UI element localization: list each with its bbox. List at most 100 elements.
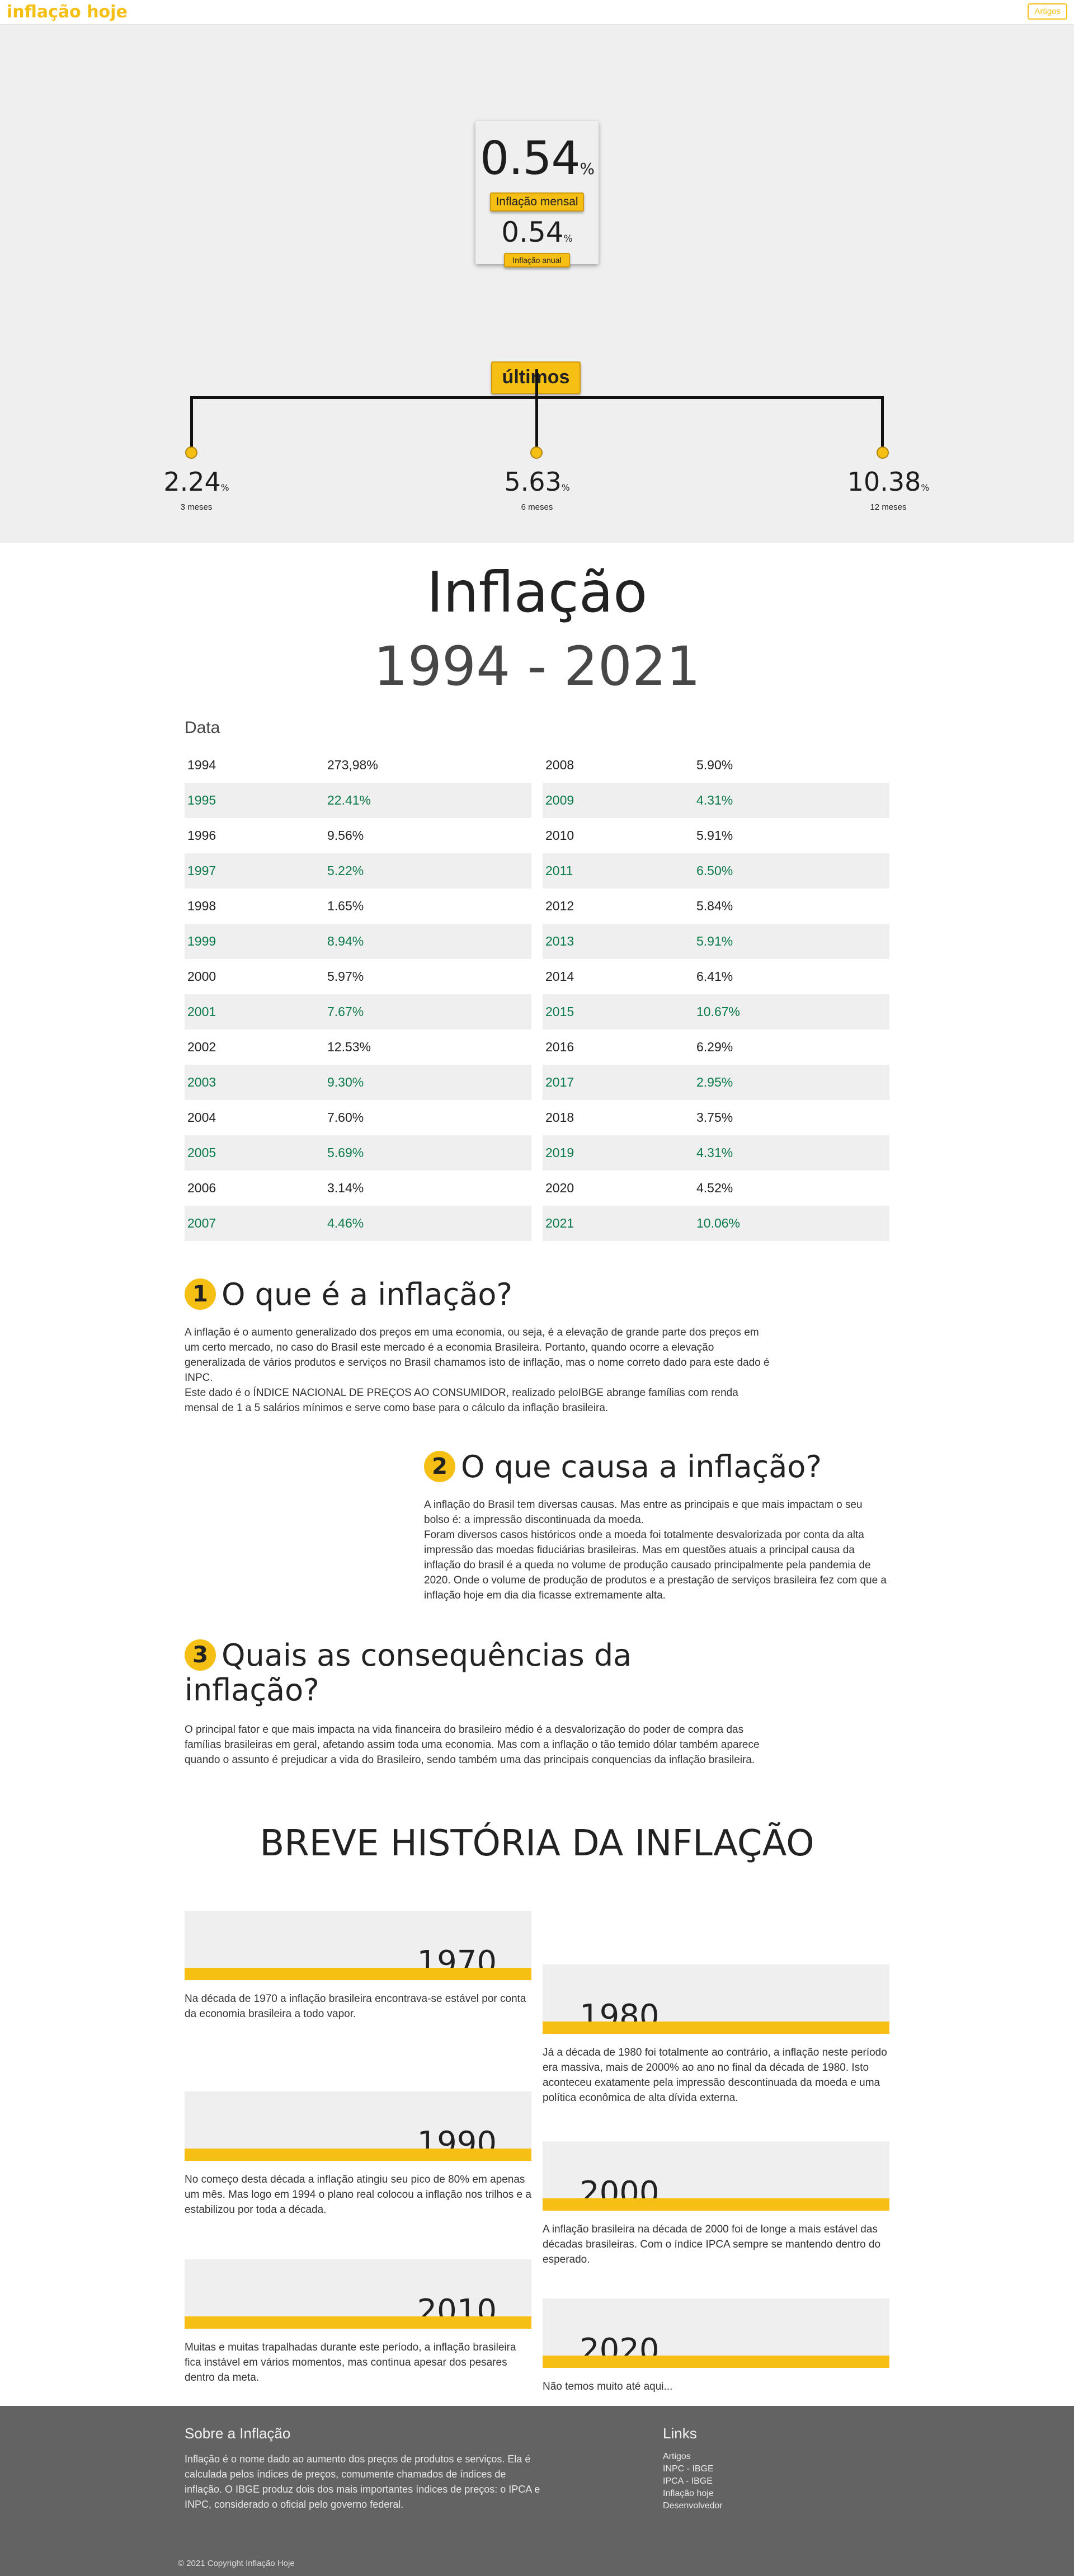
- hero-section: 0.54% Inflação mensal 0.54% Inflação anu…: [0, 25, 1074, 543]
- table-row: 1997 5.22%: [185, 853, 531, 889]
- table-cell-year: 2000: [187, 969, 216, 984]
- table-cell-value: 6.41%: [696, 969, 733, 984]
- timeline-year-banner: 1990: [185, 2091, 531, 2161]
- table-row: 1996 9.56%: [185, 818, 531, 853]
- table-row: 2019 4.31%: [543, 1135, 889, 1171]
- footer-about-text: Inflação é o nome dado ao aumento dos pr…: [185, 2453, 540, 2510]
- period-dot-3m: [185, 446, 197, 459]
- timeline-year-banner: 2000: [543, 2141, 889, 2211]
- timeline-year-banner: 2010: [185, 2259, 531, 2329]
- table-cell-year: 2019: [545, 1145, 574, 1160]
- tree-trunk-line: [535, 369, 538, 452]
- timeline-text: Não temos muito até aqui...: [543, 2381, 673, 2392]
- history-range: 1994 - 2021: [373, 635, 701, 698]
- table-cell-value: 3.75%: [696, 1110, 733, 1125]
- table-cell-value: 4.31%: [696, 793, 733, 807]
- table-cell-value: 273,98%: [327, 758, 378, 772]
- table-cell-value: 7.67%: [327, 1004, 364, 1019]
- annual-inflation-label: Inflação anual: [504, 253, 570, 267]
- inflation-12-months-value: 10.38%: [847, 467, 930, 497]
- table-cell-year: 2015: [545, 1004, 574, 1019]
- table-cell-value: 4.31%: [696, 1145, 733, 1160]
- table-row: 2012 5.84%: [543, 889, 889, 924]
- table-row: 1999 8.94%: [185, 924, 531, 959]
- table-row: 2014 6.41%: [543, 959, 889, 994]
- timeline-year-banner: 2020: [543, 2298, 889, 2368]
- table-row: 1998 1.65%: [185, 889, 531, 924]
- inflation-3-months-value: 2.24%: [163, 467, 229, 497]
- timeline-text: Muitas e muitas trapalhadas durante este…: [185, 2342, 516, 2384]
- table-row: 2016 6.29%: [543, 1030, 889, 1065]
- table-cell-year: 1994: [187, 758, 216, 772]
- table-cell-year: 2010: [545, 828, 574, 843]
- table-cell-year: 2016: [545, 1040, 574, 1054]
- table-row: 2006 3.14%: [185, 1171, 531, 1206]
- table-row: 2003 9.30%: [185, 1065, 531, 1100]
- timeline-card-2020: 2020 Não temos muito até aqui...: [543, 2298, 889, 2394]
- table-row: 2007 4.46%: [185, 1206, 531, 1241]
- table-cell-year: 1996: [187, 828, 216, 843]
- footer-link-inflacao-hoje[interactable]: Inflação hoje: [663, 2489, 714, 2498]
- table-cell-value: 12.53%: [327, 1040, 371, 1054]
- table-cell-year: 2012: [545, 899, 574, 913]
- timeline-accent-bar: [185, 2149, 531, 2161]
- timeline-card-1980: 1980 Já a década de 1980 foi totalmente …: [543, 1964, 889, 2105]
- timeline-accent-bar: [543, 2022, 889, 2034]
- table-cell-value: 6.29%: [696, 1040, 733, 1054]
- timeline-year-banner: 1970: [185, 1911, 531, 1981]
- table-cell-year: 2003: [187, 1075, 216, 1089]
- table-cell-year: 2017: [545, 1075, 574, 1089]
- table-row: 2004 7.60%: [185, 1100, 531, 1135]
- table-cell-value: 9.56%: [327, 828, 364, 843]
- table-row: 2021 10.06%: [543, 1206, 889, 1241]
- table-cell-year: 2018: [545, 1110, 574, 1125]
- table-row: 2002 12.53%: [185, 1030, 531, 1065]
- table-row: 2005 5.69%: [185, 1135, 531, 1171]
- table-cell-year: 2007: [187, 1216, 216, 1230]
- table-label: Data: [185, 718, 220, 737]
- table-cell-year: 1998: [187, 899, 216, 913]
- table-cell-year: 2014: [545, 969, 574, 984]
- question-3-body: O principal fator e que mais impacta na …: [185, 1724, 760, 1766]
- history-title: Inflação: [426, 560, 648, 625]
- table-cell-value: 9.30%: [327, 1075, 364, 1089]
- footer-link-ipca[interactable]: IPCA - IBGE: [663, 2476, 713, 2486]
- footer-links-title: Links: [663, 2425, 697, 2442]
- site-logo[interactable]: inflação hoje: [7, 2, 128, 22]
- inflation-6-months-label: 6 meses: [521, 502, 553, 512]
- table-cell-value: 5.84%: [696, 899, 733, 913]
- table-cell-year: 1999: [187, 934, 216, 948]
- footer-link-desenvolvedor[interactable]: Desenvolvedor: [663, 2501, 723, 2511]
- table-row: 2018 3.75%: [543, 1100, 889, 1135]
- current-rate-card: 0.54% Inflação mensal 0.54% Inflação anu…: [475, 121, 599, 267]
- timeline-card-1990: 1990 No começo desta década a inflação a…: [185, 2091, 531, 2217]
- monthly-inflation-value: 0.54%: [479, 132, 595, 185]
- table-cell-value: 4.52%: [696, 1181, 733, 1195]
- question-2-body: A inflação do Brasil tem diversas causas…: [424, 1499, 887, 1601]
- question-number-badge: 1: [185, 1278, 216, 1310]
- table-cell-value: 5.91%: [696, 828, 733, 843]
- question-number-badge: 3: [185, 1639, 216, 1671]
- inflation-6-months-value: 5.63%: [504, 467, 570, 497]
- inflation-table-right: 2008 5.90% 2009 4.31% 2010 5.91% 2011 6.50% 2012…: [543, 748, 889, 1241]
- table-cell-year: 2002: [187, 1040, 216, 1054]
- table-cell-year: 2008: [545, 758, 574, 772]
- question-1-body: A inflação é o aumento generalizado dos …: [185, 1327, 770, 1414]
- site-footer: Sobre a Inflação Inflação é o nome dado …: [0, 2406, 1074, 2576]
- table-row: 2015 10.67%: [543, 994, 889, 1030]
- tree-branch-line: [190, 396, 884, 399]
- timeline-year-banner: 1980: [543, 1964, 889, 2034]
- footer-links-list: Artigos INPC - IBGE IPCA - IBGE Inflação…: [663, 2451, 723, 2512]
- footer-link-artigos[interactable]: Artigos: [663, 2452, 691, 2461]
- copyright: © 2021 Copyright Inflação Hoje: [178, 2559, 295, 2568]
- table-cell-value: 22.41%: [327, 793, 371, 807]
- table-cell-value: 5.69%: [327, 1145, 364, 1160]
- table-cell-value: 5.97%: [327, 969, 364, 984]
- footer-link-inpc[interactable]: INPC - IBGE: [663, 2464, 714, 2474]
- artigos-button[interactable]: Artigos: [1028, 3, 1067, 20]
- table-cell-value: 5.90%: [696, 758, 733, 772]
- inflation-3-months-label: 3 meses: [180, 502, 213, 512]
- timeline-card-2000: 2000 A inflação brasileira na década de …: [543, 2141, 889, 2267]
- table-cell-value: 5.22%: [327, 863, 364, 878]
